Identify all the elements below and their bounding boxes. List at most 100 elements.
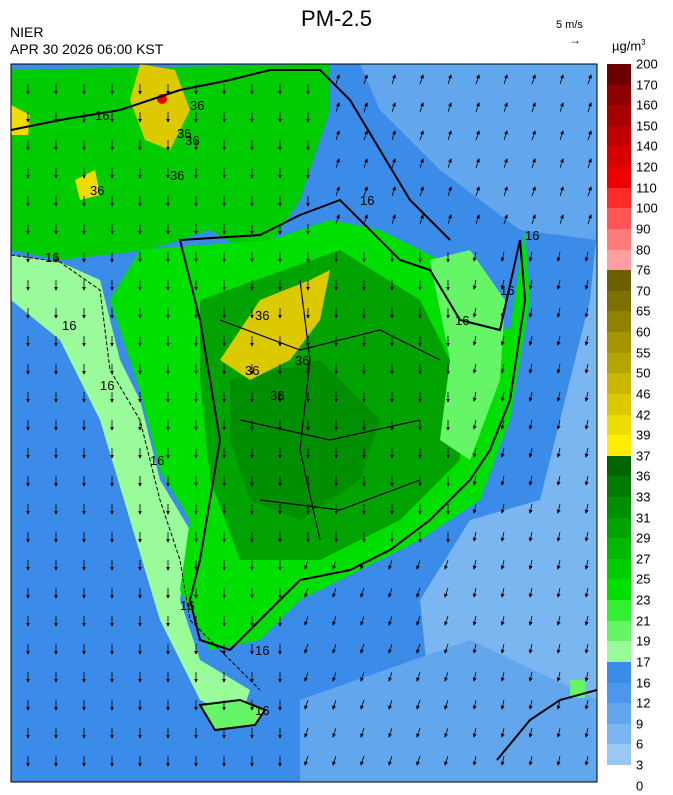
- legend-tick-labels: 200 170 160 150 140 120 110 100 90 80 76 70 65 60 55 50…: [636, 58, 673, 793]
- legend-tick: 100: [636, 200, 658, 216]
- legend-swatch: [607, 146, 631, 168]
- wind-vectors: [26, 74, 592, 767]
- legend-tick: 19: [636, 633, 651, 649]
- wind-arrow-icon: [528, 727, 533, 738]
- map-title: PM-2.5: [301, 6, 372, 31]
- wind-arrow-icon: [304, 559, 309, 570]
- wind-arrow-icon: [363, 158, 368, 169]
- wind-arrow-icon: [528, 755, 533, 766]
- coastline-jeju: [198, 698, 267, 732]
- wind-arrow-icon: [332, 727, 337, 738]
- wind-arrow-icon: [304, 755, 309, 766]
- wind-arrow-icon: [335, 74, 340, 85]
- legend-swatch: [607, 84, 631, 106]
- wind-arrow-icon: [472, 559, 477, 570]
- wind-arrow-icon: [304, 643, 309, 654]
- wind-arrow-icon: [472, 363, 477, 374]
- wind-arrow-icon: [587, 102, 592, 113]
- legend-tick: 150: [636, 118, 658, 134]
- legend-tick: 200: [636, 56, 658, 72]
- wind-arrow-icon: [304, 587, 309, 598]
- wind-arrow-icon: [559, 186, 564, 197]
- wind-arrow-icon: [388, 671, 393, 682]
- contour-label: 16: [255, 643, 269, 658]
- legend-swatch: [607, 105, 631, 127]
- contour-label: 16: [455, 313, 469, 328]
- wind-arrow-icon: [528, 335, 533, 346]
- wind-arrow-icon: [472, 447, 477, 458]
- contour-label: 16: [255, 703, 269, 718]
- wind-arrow-icon: [556, 419, 561, 430]
- wind-arrow-icon: [416, 671, 421, 682]
- wind-arrow-icon: [584, 727, 589, 738]
- legend-tick: 80: [636, 242, 651, 258]
- legend-tick: 17: [636, 654, 651, 670]
- wind-arrow-icon: [472, 475, 477, 486]
- wind-arrow-icon: [528, 559, 533, 570]
- wind-arrow-icon: [391, 130, 396, 141]
- wind-arrow-icon: [472, 615, 477, 626]
- legend-swatch: [607, 187, 631, 209]
- wind-arrow-icon: [528, 447, 533, 458]
- wind-arrow-icon: [587, 130, 592, 141]
- wind-arrow-icon: [388, 615, 393, 626]
- wind-arrow-icon: [363, 102, 368, 113]
- wind-arrow-icon: [500, 363, 505, 374]
- wind-arrow-icon: [528, 279, 533, 290]
- wind-arrow-icon: [360, 727, 365, 738]
- wind-arrow-icon: [332, 643, 337, 654]
- wind-arrow-icon: [503, 130, 508, 141]
- sea-light-south: [300, 640, 597, 782]
- legend-tick: 50: [636, 365, 651, 381]
- contour-label: 36: [177, 126, 191, 141]
- wind-arrow-icon: [587, 214, 592, 225]
- legend-tick: 46: [636, 386, 651, 402]
- wind-arrow-icon: [556, 531, 561, 542]
- contour-label: 36: [255, 308, 269, 323]
- wind-arrow-icon: [447, 102, 452, 113]
- sea-light-east: [420, 90, 597, 782]
- legend-swatch: [607, 332, 631, 354]
- wind-arrow-icon: [584, 699, 589, 710]
- contour-label: 16: [62, 318, 76, 333]
- contour-label: 36: [245, 363, 259, 378]
- wind-arrow-icon: [531, 158, 536, 169]
- sea-light-ne: [360, 64, 597, 240]
- wind-arrow-icon: [556, 671, 561, 682]
- wind-arrow-icon: [475, 214, 480, 225]
- wind-arrow-icon: [335, 214, 340, 225]
- wind-arrow-icon: [472, 391, 477, 402]
- legend-tick: 16: [636, 675, 651, 691]
- legend-swatch: [607, 393, 631, 415]
- wind-arrow-icon: [503, 74, 508, 85]
- legend-swatch: [607, 744, 631, 766]
- wind-arrow-icon: [447, 186, 452, 197]
- haze-core: [230, 360, 380, 520]
- wind-arrow-icon: [444, 727, 449, 738]
- wind-arrow-icon: [360, 559, 365, 570]
- legend-tick: 76: [636, 262, 651, 278]
- wind-arrow-icon: [587, 74, 592, 85]
- wind-arrow-icon: [584, 251, 589, 262]
- wind-arrow-icon: [531, 186, 536, 197]
- wind-arrow-icon: [419, 102, 424, 113]
- wind-scale-label: 5 m/s: [556, 19, 583, 31]
- wind-arrow-icon: [556, 559, 561, 570]
- wind-arrow-icon: [531, 74, 536, 85]
- wind-arrow-icon: [363, 214, 368, 225]
- wind-arrow-icon: [528, 503, 533, 514]
- wind-arrow-icon: [584, 531, 589, 542]
- wind-arrow-icon: [447, 74, 452, 85]
- contour-label: 36: [90, 183, 104, 198]
- wind-arrow-icon: [335, 186, 340, 197]
- wind-arrow-icon: [500, 671, 505, 682]
- legend-swatch: [607, 496, 631, 519]
- legend-swatch: [607, 476, 631, 498]
- wind-arrow-icon: [472, 671, 477, 682]
- wind-arrow-icon: [360, 615, 365, 626]
- wind-arrow-icon: [332, 699, 337, 710]
- wind-arrow-icon: [335, 130, 340, 141]
- wind-arrow-icon: [503, 102, 508, 113]
- wind-arrow-icon: [472, 727, 477, 738]
- legend-tick: 33: [636, 489, 651, 505]
